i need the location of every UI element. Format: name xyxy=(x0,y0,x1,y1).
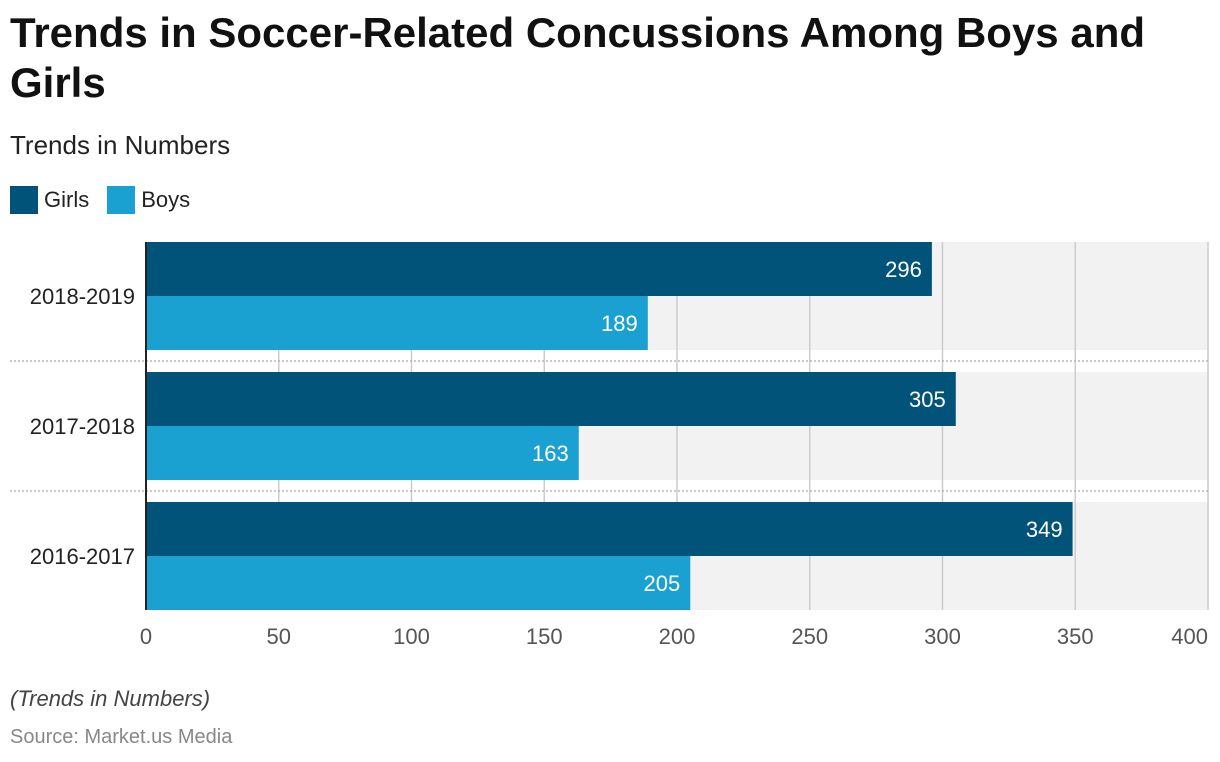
chart-subtitle: Trends in Numbers xyxy=(10,130,231,160)
category-label-2016-2017: 2016-2017 xyxy=(30,544,135,569)
legend-swatch-boys xyxy=(107,186,136,214)
bar-boys-2016-2017 xyxy=(146,556,691,610)
data-label-girls-2018-2019: 296 xyxy=(885,257,922,282)
x-tick-label: 400 xyxy=(1171,624,1208,649)
data-label-girls-2017-2018: 305 xyxy=(909,387,946,412)
bar-boys-2018-2019 xyxy=(146,296,648,350)
chart-source: Source: Market.us Media xyxy=(10,726,233,748)
x-tick-label: 200 xyxy=(659,624,696,649)
legend-swatch-girls xyxy=(10,186,38,214)
legend-label-girls: Girls xyxy=(44,187,90,212)
data-label-boys-2017-2018: 163 xyxy=(532,441,569,466)
legend-item-girls: Girls xyxy=(10,186,89,214)
legend: Girls Boys xyxy=(10,186,208,214)
x-tick-label: 100 xyxy=(393,624,430,649)
category-label-2018-2019: 2018-2019 xyxy=(30,284,135,309)
x-tick-label: 0 xyxy=(140,624,152,649)
bar-girls-2016-2017 xyxy=(146,502,1073,556)
x-tick-label: 250 xyxy=(791,624,828,649)
x-tick-label: 150 xyxy=(526,624,563,649)
bar-chart: 296 189 2018-2019 305 163 2017-2018 349 205 2016… xyxy=(10,242,1209,649)
data-label-boys-2016-2017: 205 xyxy=(644,571,681,596)
chart-footnote: (Trends in Numbers) xyxy=(10,686,211,711)
x-tick-label: 300 xyxy=(924,624,961,649)
legend-item-boys: Boys xyxy=(107,186,190,214)
bar-girls-2018-2019 xyxy=(146,242,932,296)
bar-boys-2017-2018 xyxy=(146,426,579,480)
category-label-2017-2018: 2017-2018 xyxy=(30,414,135,439)
data-label-boys-2018-2019: 189 xyxy=(601,311,638,336)
chart-title: Trends in Soccer-Related Concussions Amo… xyxy=(10,9,1146,106)
x-tick-label: 350 xyxy=(1057,624,1094,649)
bar-girls-2017-2018 xyxy=(146,372,956,426)
x-tick-label: 50 xyxy=(267,624,291,649)
legend-label-boys: Boys xyxy=(141,187,191,212)
data-label-girls-2016-2017: 349 xyxy=(1026,517,1063,542)
